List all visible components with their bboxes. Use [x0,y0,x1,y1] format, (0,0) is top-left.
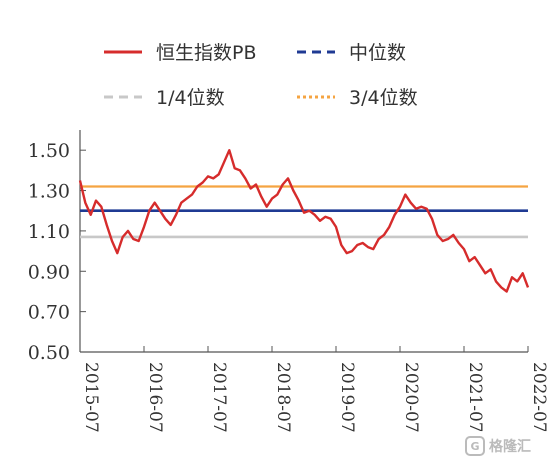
legend: 恒生指数PB 中位数 1/4位数 3/4位数 [104,42,418,109]
x-tick-label: 2022-07 [529,362,549,433]
legend-label-pb: 恒生指数PB [156,42,257,64]
x-tick-label: 2020-07 [401,362,421,433]
watermark-text: 格隆汇 [489,439,531,455]
axes: 1.501.301.100.900.700.50 2015-07 2016-07 2… [28,130,549,433]
y-tick-label: 1.30 [28,181,70,203]
x-tick-label: 2016-07 [145,362,165,433]
x-ticks: 2015-07 2016-07 2017-07 2018-07 2019-07 2020-… [79,346,549,433]
x-tick-label: 2019-07 [337,362,357,433]
legend-label-median: 中位数 [349,42,406,64]
y-tick-label: 0.70 [28,302,70,324]
watermark: G 格隆汇 [461,431,553,461]
series-line-pb [78,149,530,293]
y-tick-label: 0.50 [28,342,70,364]
legend-label-q3: 3/4位数 [349,87,418,109]
y-tick-label: 1.10 [28,221,70,243]
watermark-logo-icon: G [465,436,485,456]
x-tick-label: 2018-07 [273,362,293,433]
y-tick-label: 0.90 [28,261,70,283]
y-ticks: 1.50 1.30 1.10 0.90 0.70 0.50 [28,140,86,364]
x-tick-label: 2021-07 [465,362,485,433]
legend-label-q1: 1/4位数 [156,87,225,109]
y-tick-label: 1.50 [28,140,70,162]
x-tick-label: 2017-07 [209,362,229,433]
x-tick-label: 2015-07 [81,362,101,433]
